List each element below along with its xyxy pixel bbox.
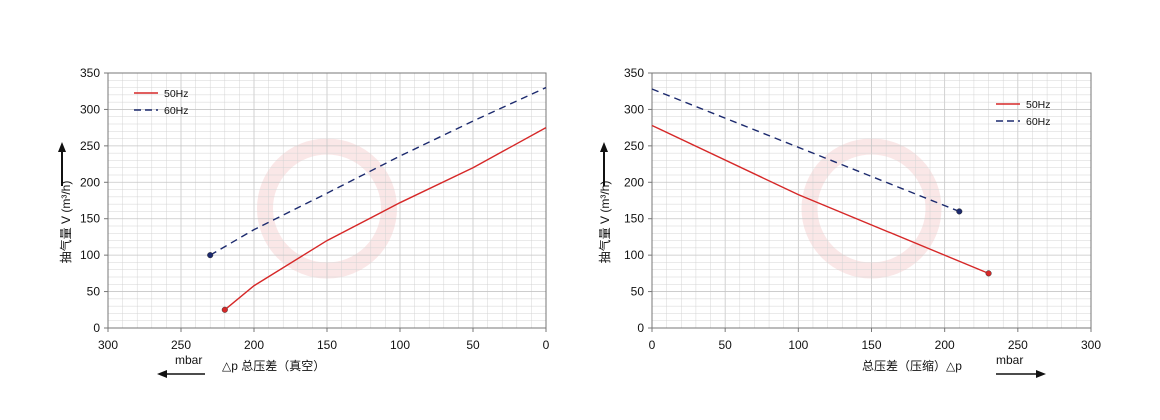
- y-axis-arrowhead: [600, 142, 608, 152]
- x-tick-label: 150: [317, 338, 337, 352]
- y-tick-label: 150: [80, 212, 100, 226]
- x-tick-label: 300: [1081, 338, 1101, 352]
- grid: [107, 72, 547, 329]
- y-tick-label: 0: [637, 321, 644, 335]
- series-end-point-60hz: [207, 252, 214, 259]
- x-axis-unit: mbar: [996, 353, 1023, 367]
- x-axis-unit: mbar: [175, 353, 202, 367]
- y-tick-label: 350: [624, 66, 644, 80]
- x-tick-label: 250: [171, 338, 191, 352]
- x-tick-label: 200: [935, 338, 955, 352]
- x-axis-label: 总压差（压缩）△p: [862, 358, 962, 373]
- x-tick-label: 100: [390, 338, 410, 352]
- legend: 50Hz 60Hz: [996, 99, 1051, 128]
- y-tick-label: 200: [624, 175, 644, 189]
- y-tick-label: 200: [80, 175, 100, 189]
- legend-label: 60Hz: [1026, 116, 1051, 128]
- series-end-point-50hz: [221, 306, 228, 313]
- chart-2: 0 50 100 150 200 250 300 350 0 50 100 150 200 250 300 5…: [597, 66, 1101, 378]
- y-axis-label: 抽气量 V (m³/h): [597, 181, 612, 264]
- y-axis-label: 抽气量 V (m³/h): [58, 181, 73, 264]
- legend-label: 50Hz: [1026, 99, 1051, 111]
- x-tick-label: 200: [244, 338, 264, 352]
- legend: 50Hz 60Hz: [134, 88, 189, 117]
- series-line-50hz: [651, 124, 989, 275]
- y-tick-label: 0: [93, 321, 100, 335]
- x-tick-label: 50: [718, 338, 732, 352]
- x-tick-label: 250: [1008, 338, 1028, 352]
- x-tick-label: 300: [98, 338, 118, 352]
- x-axis-label: △p 总压差（真空）: [222, 359, 325, 373]
- y-tick-label: 100: [80, 248, 100, 262]
- y-tick-label: 150: [624, 212, 644, 226]
- series-line-60hz: [651, 88, 960, 213]
- legend-label: 60Hz: [164, 105, 189, 117]
- y-tick-label: 100: [624, 248, 644, 262]
- grid: [651, 72, 1092, 329]
- series-line-60hz: [209, 86, 547, 256]
- x-tick-label: 50: [466, 338, 480, 352]
- y-axis-arrowhead: [58, 142, 66, 152]
- series-line-50hz: [224, 127, 547, 311]
- y-tick-label: 50: [631, 285, 645, 299]
- y-tick-label: 300: [80, 102, 100, 116]
- x-tick-label: 150: [861, 338, 881, 352]
- y-tick-label: 250: [624, 139, 644, 153]
- y-tick-label: 50: [87, 285, 101, 299]
- series-end-point-60hz: [956, 208, 963, 215]
- x-axis-arrowhead: [157, 370, 167, 378]
- legend-label: 50Hz: [164, 88, 189, 100]
- x-tick-label: 100: [788, 338, 808, 352]
- y-tick-label: 300: [624, 102, 644, 116]
- x-tick-label: 0: [543, 338, 550, 352]
- series-end-point-50hz: [985, 270, 992, 277]
- x-axis-arrowhead: [1036, 370, 1046, 378]
- chart-1: 0 50 100 150 200 250 300 350 300 250 200 150 100 50 0 5…: [58, 66, 550, 378]
- x-tick-label: 0: [649, 338, 656, 352]
- y-tick-label: 250: [80, 139, 100, 153]
- y-tick-label: 350: [80, 66, 100, 80]
